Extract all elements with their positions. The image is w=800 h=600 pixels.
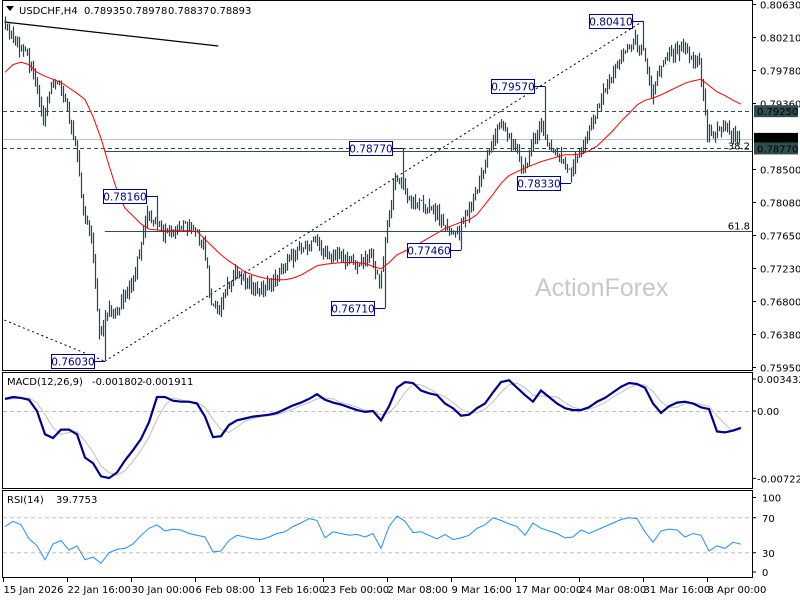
- time-axis-label: 23 Feb 00:00: [324, 585, 390, 596]
- triangle-down-icon[interactable]: [6, 6, 14, 11]
- price-axis-label: 0.80630: [760, 1, 800, 12]
- annotation-label: 0.77460: [407, 246, 450, 258]
- macd-axis-label: -0.007223: [757, 474, 800, 485]
- fib-level-label: 38.2: [728, 142, 750, 153]
- macd-axis-label: 0.003432: [757, 375, 800, 386]
- time-axis-label: 15 Jan 2026: [4, 585, 64, 596]
- price-axis-label: 0.77650: [760, 232, 800, 243]
- annotation-box: [349, 141, 393, 156]
- trend-line: [4, 21, 219, 47]
- annotation-label: 0.79570: [491, 82, 534, 94]
- header-low: 0.78837: [168, 6, 209, 17]
- time-axis-label: 13 Feb 16:00: [260, 585, 326, 596]
- annotation-label: 0.80410: [589, 17, 632, 29]
- price-axis-label: 0.76800: [760, 298, 800, 309]
- annotation-box: [331, 301, 375, 316]
- price-axis-label: 0.78500: [760, 166, 800, 177]
- price-badge: [754, 132, 798, 145]
- annotation-box: [103, 189, 147, 204]
- macd-panel: [3, 378, 752, 480]
- price-badge: [754, 142, 798, 155]
- rsi-axis-label: 70: [762, 514, 775, 525]
- price-axis-label: 0.79360: [760, 100, 800, 111]
- header-close: 0.78893: [210, 6, 251, 17]
- price-axis-label: 0.80210: [760, 34, 800, 45]
- header-high: 0.78978: [126, 6, 167, 17]
- time-axis-label: 24 Mar 08:00: [580, 585, 647, 596]
- time-axis-label: 6 Feb 08:00: [196, 585, 255, 596]
- annotation-box: [589, 14, 633, 29]
- macd-main-value: -0.001802: [92, 377, 143, 388]
- annotation-label: 0.78160: [103, 192, 146, 204]
- header-open: 0.78935: [84, 6, 125, 17]
- rsi-axis-label: 100: [762, 494, 781, 505]
- rsi-title: RSI(14): [7, 495, 44, 506]
- macd-panel-frame: [2, 372, 753, 489]
- price-axis-label: 0.78080: [760, 199, 800, 210]
- rsi-current-value: 39.7753: [56, 495, 97, 506]
- price-badge-label: 0.79250: [757, 107, 798, 118]
- price-panel: 38.2 61.8 0.80410 0.79570 0.78770 0.78160 0.77…: [3, 14, 752, 369]
- rsi-line: [4, 515, 742, 565]
- annotation-label: 0.78330: [517, 179, 560, 191]
- time-axis-label: 30 Jan 00:00: [132, 585, 195, 596]
- fib-level-label: 61.8: [728, 222, 750, 233]
- macd-signal-value: -0.001911: [142, 377, 193, 388]
- macd-axis-label: 0.00: [757, 407, 779, 418]
- rsi-panel: [3, 515, 752, 565]
- price-panel-frame: [2, 0, 753, 371]
- time-axis-label: 8 Apr 00:00: [708, 585, 767, 596]
- macd-main-line: [4, 378, 742, 480]
- annotation-box: [517, 176, 561, 191]
- annotation-box: [51, 354, 95, 369]
- rsi-panel-frame: [2, 490, 753, 578]
- price-badge-label: 0.78893: [757, 135, 798, 146]
- axes: 0.80630 0.80210 0.79780 0.79360 0.78500 0.780…: [3, 1, 800, 596]
- time-axis-label: 31 Mar 16:00: [644, 585, 711, 596]
- price-axis-label: 0.77230: [760, 265, 800, 276]
- time-axis-label: 2 Mar 08:00: [388, 585, 448, 596]
- trend-line: [104, 20, 644, 362]
- rsi-axis-label: 30: [762, 549, 775, 560]
- macd-title: MACD(12,26,9): [7, 377, 83, 388]
- price-badge-label: 0.78770: [757, 144, 798, 155]
- price-axis-label: 0.79780: [760, 67, 800, 78]
- price-axis-label: 0.76380: [760, 331, 800, 342]
- price-axis-label: 0.75950: [760, 364, 800, 375]
- macd-signal-line: [4, 382, 742, 476]
- annotation-label: 0.76030: [51, 357, 94, 369]
- rsi-axis-label: 0: [762, 568, 768, 579]
- annotation-label: 0.78770: [349, 144, 392, 156]
- annotation-label: 0.76710: [331, 304, 374, 316]
- time-axis-label: 9 Mar 16:00: [452, 585, 512, 596]
- watermark: ActionForex: [535, 274, 669, 302]
- time-axis-label: 17 Mar 00:00: [516, 585, 583, 596]
- price-badge: [754, 105, 798, 118]
- time-axis-label: 22 Jan 16:00: [68, 585, 131, 596]
- annotation-box: [407, 243, 451, 258]
- header-symbol: USDCHF,H4: [19, 6, 78, 17]
- annotation-box: [491, 79, 535, 94]
- moving-average-line: [4, 61, 742, 281]
